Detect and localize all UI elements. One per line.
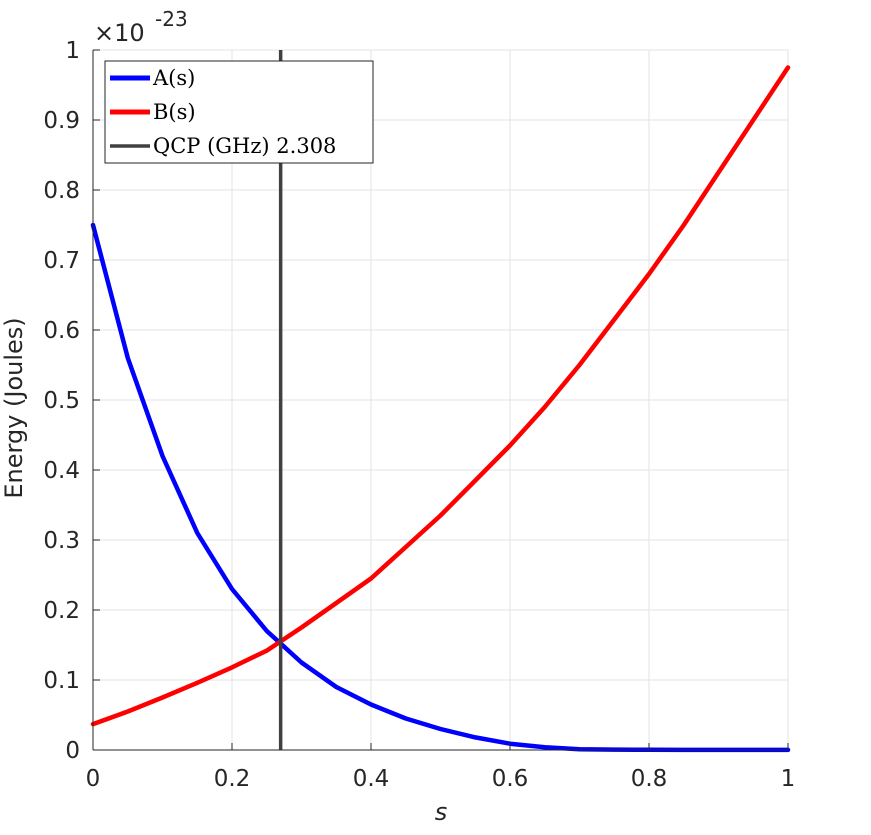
axes	[92, 49, 789, 751]
legend: A(s) B(s) QCP (GHz) 2.308	[104, 60, 374, 164]
exponent-power: -23	[155, 7, 188, 31]
tick-labels: 0 0.2 0.4 0.6 0.8 1 0 0.1 0.2 0.3 0.4 0.5 0.6 0.7 0.8 0…	[43, 38, 795, 792]
y-axis-label: Energy (Joules)	[0, 317, 28, 498]
legend-label-b: B(s)	[153, 100, 196, 124]
y-tick-label: 0.3	[43, 528, 80, 554]
x-tick-label: 1	[781, 766, 796, 792]
x-tick-label: 0.4	[353, 766, 390, 792]
x-tick-label: 0.2	[214, 766, 251, 792]
x-tick-label: 0.6	[492, 766, 529, 792]
y-tick-label: 0.9	[43, 108, 80, 134]
x-tick-label: 0	[86, 766, 101, 792]
legend-label-qcp: QCP (GHz) 2.308	[153, 134, 336, 158]
y-tick-label: 0.5	[43, 388, 80, 414]
y-tick-label: 0.1	[43, 668, 80, 694]
y-tick-label: 0.6	[43, 318, 80, 344]
series-line-b	[90, 65, 791, 727]
legend-label-a: A(s)	[152, 66, 195, 90]
x-axis-label: s	[435, 798, 448, 826]
y-tick-label: 0.7	[43, 248, 80, 274]
y-tick-label: 1	[65, 38, 80, 64]
exponent-base: ×10	[94, 19, 145, 47]
exponent-label: ×10 -23	[94, 7, 188, 47]
x-tick-label: 0.8	[631, 766, 668, 792]
y-tick-label: 0	[65, 738, 80, 764]
y-tick-label: 0.4	[43, 458, 80, 484]
y-tick-label: 0.8	[43, 178, 80, 204]
y-tick-label: 0.2	[43, 598, 80, 624]
